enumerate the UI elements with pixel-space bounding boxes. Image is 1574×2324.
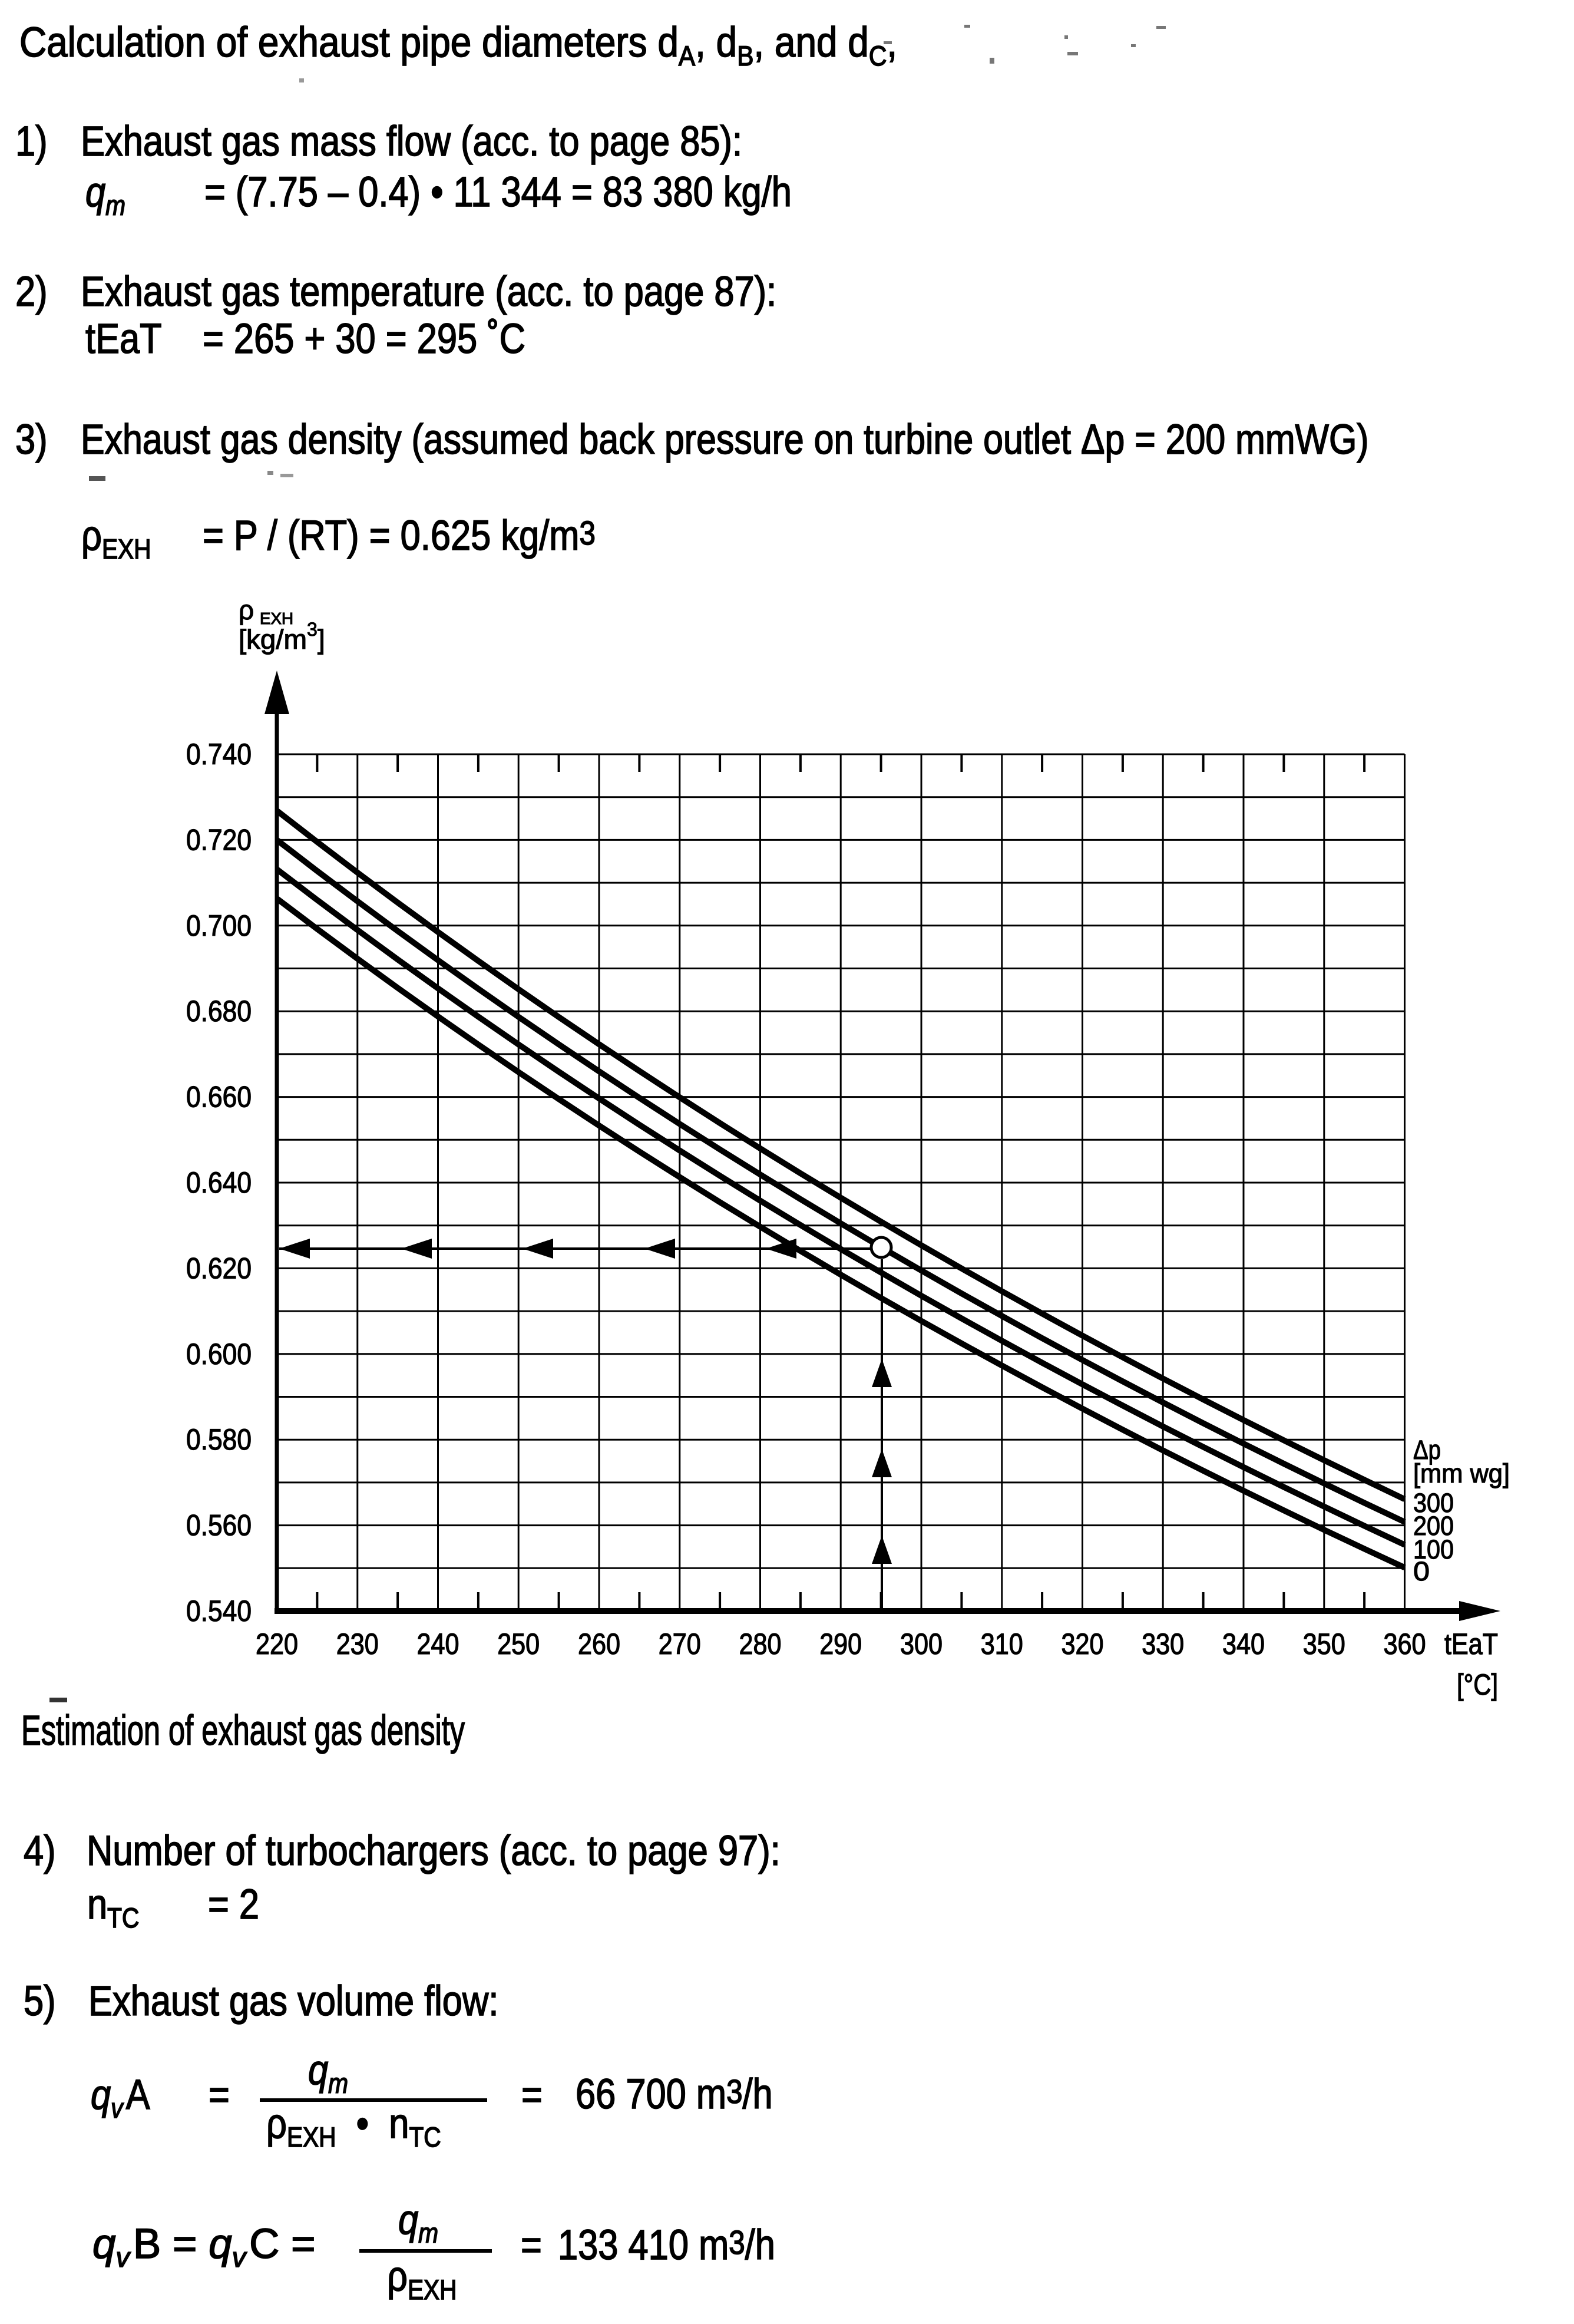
svg-text:220: 220: [256, 1628, 298, 1661]
svg-text:tEaT: tEaT: [1444, 1628, 1498, 1661]
svg-text:[mm wg]: [mm wg]: [1413, 1458, 1510, 1488]
svg-text:0.560: 0.560: [186, 1509, 252, 1542]
svg-text:[kg/m: [kg/m: [239, 624, 307, 655]
svg-text:]: ]: [318, 624, 325, 655]
svg-text:300: 300: [1413, 1488, 1454, 1518]
svg-text:3: 3: [307, 619, 318, 640]
svg-text:230: 230: [336, 1628, 379, 1661]
svg-text:260: 260: [578, 1628, 620, 1661]
svg-text:0.660: 0.660: [186, 1081, 252, 1114]
svg-text:0.740: 0.740: [186, 738, 252, 771]
svg-text:0.720: 0.720: [186, 823, 252, 856]
svg-text:0.700: 0.700: [186, 909, 252, 942]
svg-text:340: 340: [1222, 1628, 1265, 1661]
svg-text:0.540: 0.540: [186, 1595, 252, 1628]
svg-text:0.600: 0.600: [186, 1338, 252, 1371]
svg-text:280: 280: [739, 1628, 782, 1661]
svg-text:300: 300: [900, 1628, 943, 1661]
svg-text:EXH: EXH: [260, 609, 293, 628]
svg-text:360: 360: [1384, 1628, 1426, 1661]
svg-text:290: 290: [819, 1628, 862, 1661]
svg-text:350: 350: [1303, 1628, 1345, 1661]
svg-text:0.620: 0.620: [186, 1252, 252, 1285]
svg-text:240: 240: [417, 1628, 459, 1661]
svg-text:250: 250: [497, 1628, 540, 1661]
svg-text:270: 270: [659, 1628, 701, 1661]
svg-text:ρ: ρ: [239, 595, 254, 625]
svg-text:310: 310: [981, 1628, 1023, 1661]
svg-text:0.580: 0.580: [186, 1423, 252, 1456]
svg-text:330: 330: [1142, 1628, 1184, 1661]
svg-text:0.680: 0.680: [186, 995, 252, 1028]
svg-text:200: 200: [1413, 1511, 1454, 1541]
svg-text:[°C]: [°C]: [1457, 1668, 1498, 1701]
svg-text:0: 0: [1413, 1556, 1430, 1586]
svg-text:0.640: 0.640: [186, 1166, 252, 1199]
svg-text:100: 100: [1413, 1534, 1454, 1564]
svg-text:Δp: Δp: [1413, 1435, 1441, 1465]
svg-text:320: 320: [1062, 1628, 1104, 1661]
